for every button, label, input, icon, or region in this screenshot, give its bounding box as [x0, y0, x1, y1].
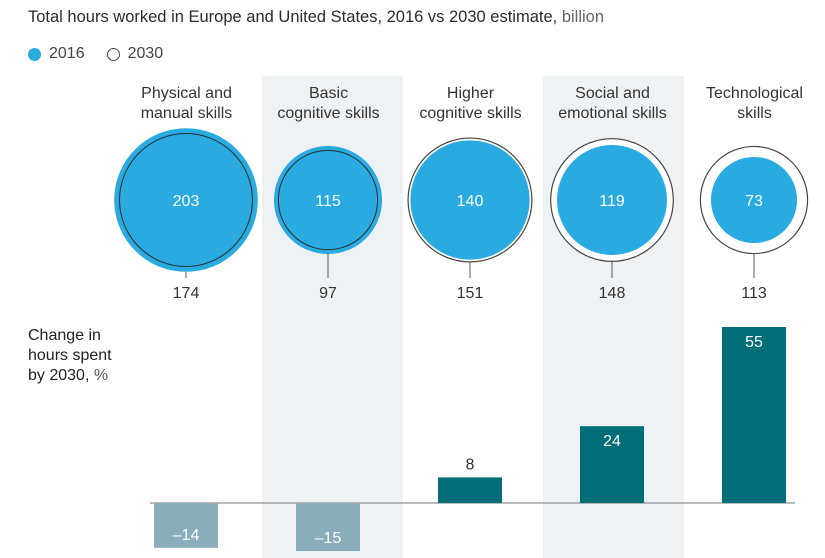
bar [438, 477, 502, 503]
category-label-line: Social and [575, 85, 650, 102]
bubble-label-2030: 148 [599, 285, 626, 302]
category-label-line: emotional skills [558, 105, 667, 122]
bar [580, 426, 644, 503]
legend-item-2016: 2016 [28, 45, 85, 63]
bar-value-label: 24 [603, 433, 621, 450]
bubble-2016 [710, 156, 798, 244]
legend-label-2016: 2016 [49, 45, 85, 62]
bubble-label-2016: 73 [745, 193, 763, 210]
legend: 2016 2030 [28, 44, 185, 64]
bubble-label-2016: 140 [457, 193, 484, 210]
category-label-line: Technological [706, 85, 803, 102]
bubble-label-2030: 151 [457, 285, 484, 302]
ylabel-unit: % [89, 367, 109, 384]
category-label-line: Basic [308, 85, 349, 102]
category-label-line: cognitive skills [419, 105, 522, 122]
bar-value-label: 8 [466, 456, 475, 473]
bubble-2016 [410, 140, 530, 260]
bubble-2016 [557, 145, 667, 255]
legend-label-2030: 2030 [127, 45, 164, 62]
legend-swatch-2016 [28, 47, 41, 61]
bubble-label-2030: 113 [741, 285, 767, 302]
category-label-line: manual skills [140, 105, 233, 122]
category-label-physical-manual: Physical and manual skills [116, 84, 257, 124]
bar [296, 503, 360, 551]
category-label-basic-cognitive: Basic cognitive skills [258, 84, 399, 124]
title-text: Total hours worked in Europe and United … [28, 8, 558, 26]
category-label-line: cognitive skills [277, 105, 380, 122]
ylabel-line-2: hours spent [28, 347, 112, 364]
bubble-2016 [114, 128, 258, 272]
legend-swatch-2030 [106, 47, 120, 61]
bar-value-label: –15 [315, 530, 342, 547]
ylabel-line-1: Change in [28, 327, 101, 344]
bar-chart-ylabel: Change in hours spent by 2030, % [28, 326, 112, 386]
bar [722, 327, 786, 503]
bubble-label-2016: 115 [315, 193, 341, 210]
bubble-2016 [273, 145, 383, 255]
bubble-label-2030: 97 [319, 285, 337, 302]
bubble-label-2030: 174 [173, 285, 200, 302]
bubble-2030 [277, 149, 379, 251]
category-label-line: Physical and [141, 85, 232, 102]
bar-value-label: 55 [745, 334, 763, 351]
ylabel-line-3: by 2030, [28, 367, 90, 384]
category-label-line: skills [737, 105, 772, 122]
bar-value-label: –14 [173, 527, 200, 544]
legend-item-2030: 2030 [106, 45, 164, 63]
category-label-line: Higher [446, 85, 495, 102]
bubble-label-2016: 119 [599, 193, 625, 210]
category-label-technological: Technological skills [684, 84, 825, 124]
bar [154, 503, 218, 548]
chart-title: Total hours worked in Europe and United … [28, 8, 604, 27]
category-label-higher-cognitive: Higher cognitive skills [400, 84, 541, 124]
category-label-social-emotional: Social and emotional skills [542, 84, 683, 124]
title-unit: billion [557, 8, 605, 26]
bubble-2030 [119, 133, 253, 267]
bubble-label-2016: 203 [173, 193, 200, 210]
